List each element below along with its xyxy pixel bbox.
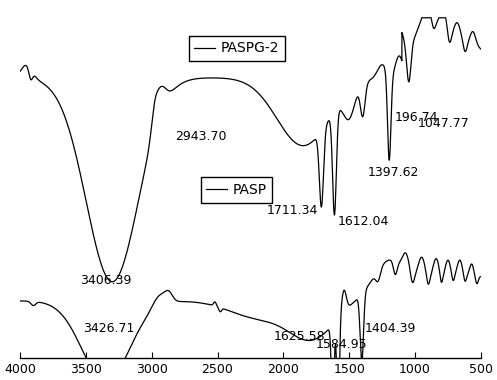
Text: 3426.71: 3426.71 <box>83 322 134 335</box>
Text: 1612.04: 1612.04 <box>337 215 389 228</box>
Legend: PASP: PASP <box>201 177 272 203</box>
Text: 1397.62: 1397.62 <box>368 166 419 179</box>
Text: 196.74: 196.74 <box>395 111 438 124</box>
Text: 1584.95: 1584.95 <box>316 339 367 352</box>
Text: 3406.39: 3406.39 <box>80 274 131 288</box>
Text: 1625.58: 1625.58 <box>274 330 326 343</box>
Text: 1047.77: 1047.77 <box>417 117 469 130</box>
Text: 2943.70: 2943.70 <box>175 130 227 143</box>
Text: 1711.34: 1711.34 <box>266 204 318 217</box>
Text: 1404.39: 1404.39 <box>365 322 416 335</box>
